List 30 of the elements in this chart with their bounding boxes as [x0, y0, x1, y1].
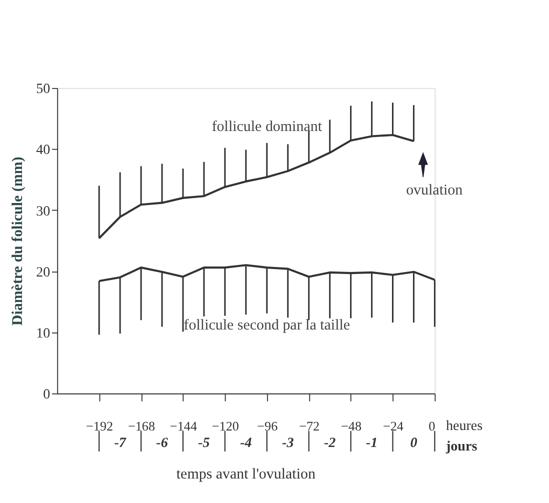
x-tick-label: −48: [341, 418, 362, 434]
y-tick-label: 0: [43, 386, 50, 403]
text: -3: [282, 434, 294, 451]
text: -5: [198, 434, 210, 451]
x-tick-label: −120: [212, 418, 240, 434]
x-tick-label: −96: [257, 418, 278, 434]
x-tick-label: 0: [428, 418, 436, 434]
y-tick-label: 20: [36, 264, 50, 280]
y-tick-label: 50: [36, 81, 50, 98]
text: jours: [444, 438, 478, 455]
y-tick-label: 10: [36, 325, 50, 342]
y-tick-label: 40: [36, 142, 50, 158]
x-axis-title: temps avant l'ovulation: [176, 466, 316, 483]
x-tick-label: −24: [382, 418, 404, 434]
text: -7: [114, 434, 127, 451]
text: heures: [446, 418, 483, 434]
x-tick-label: −144: [170, 418, 198, 434]
text: -4: [240, 434, 252, 451]
text: -2: [324, 434, 336, 451]
y-tick-label: 30: [36, 203, 50, 220]
text: 0: [410, 434, 418, 451]
text: -1: [366, 434, 378, 451]
annotation: ovulation: [406, 182, 464, 199]
y-axis-title: Diamètre du folicule (mm): [10, 156, 26, 326]
text: follicule second par la taille: [184, 317, 350, 334]
x-tick-label: −72: [299, 418, 320, 434]
x-tick-label: −192: [86, 418, 114, 434]
x-tick-label: −168: [128, 418, 156, 434]
text: -6: [156, 434, 169, 451]
series-label: follicule dominant: [212, 118, 323, 135]
